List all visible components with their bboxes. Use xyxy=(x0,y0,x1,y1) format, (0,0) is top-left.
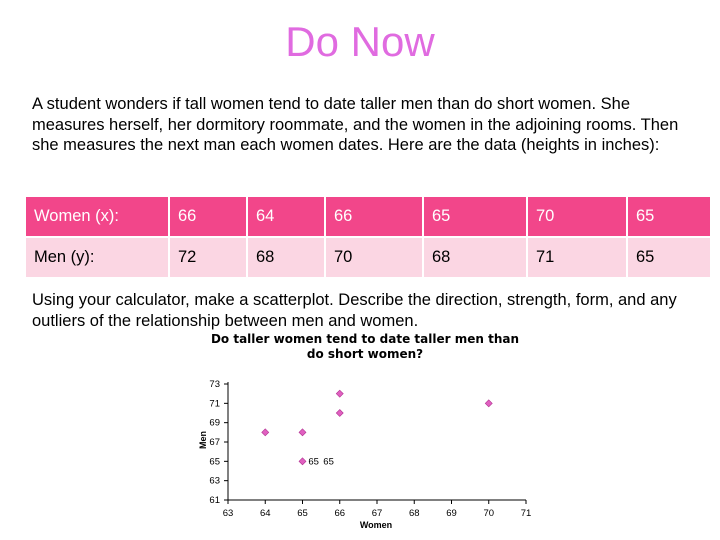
row-label: Women (x): xyxy=(24,195,170,238)
y-tick-label: 63 xyxy=(209,476,220,487)
y-axis-label: Men xyxy=(198,431,208,449)
data-point xyxy=(335,389,344,398)
annotation-label: 65 xyxy=(308,456,319,467)
chart-title: Do taller women tend to date taller men … xyxy=(210,332,520,361)
y-tick-label: 71 xyxy=(209,398,220,409)
question-text: Using your calculator, make a scatterplo… xyxy=(32,291,677,330)
problem-statement: A student wonders if tall women tend to … xyxy=(32,95,679,154)
data-table: Women (x): 66 64 66 65 70 65 Men (y): 72… xyxy=(24,195,712,279)
data-point xyxy=(335,409,344,417)
data-points xyxy=(261,389,493,466)
x-axis-label: Women xyxy=(360,520,392,530)
x-tick-label: 71 xyxy=(521,508,532,519)
y-tick-label: 69 xyxy=(209,418,220,429)
x-tick-label: 65 xyxy=(297,508,308,519)
table-cell: 70 xyxy=(526,195,628,238)
row-label: Men (y): xyxy=(24,236,170,279)
data-point xyxy=(298,428,307,437)
table-cell: 66 xyxy=(168,195,248,238)
table-row: Men (y): 72 68 70 68 71 65 xyxy=(24,236,712,279)
point-annotations: 65 65 xyxy=(308,456,333,467)
x-tick-label: 70 xyxy=(483,508,494,519)
table-row: Women (x): 66 64 66 65 70 65 xyxy=(24,195,712,238)
data-point xyxy=(484,399,493,408)
data-point xyxy=(261,428,270,437)
y-tick-label: 73 xyxy=(209,379,220,390)
slide-title: Do Now xyxy=(285,18,435,65)
table-cell: 66 xyxy=(324,195,424,238)
table-cell: 72 xyxy=(168,236,248,279)
table-cell: 68 xyxy=(246,236,326,279)
x-tick-label: 64 xyxy=(260,508,271,519)
data-point xyxy=(298,457,307,466)
plot-axes xyxy=(224,382,527,504)
y-tick-label: 61 xyxy=(209,495,220,506)
table-cell: 65 xyxy=(626,195,712,238)
table-cell: 71 xyxy=(526,236,628,279)
x-tick-label: 68 xyxy=(409,508,420,519)
x-tick-label: 67 xyxy=(372,508,383,519)
table-cell: 65 xyxy=(422,195,528,238)
x-tick-label: 63 xyxy=(223,508,234,519)
table-cell: 65 xyxy=(626,236,712,279)
annotation-label: 65 xyxy=(323,456,334,467)
table-cell: 64 xyxy=(246,195,326,238)
y-tick-label: 67 xyxy=(209,437,220,448)
table-cell: 70 xyxy=(324,236,424,279)
x-tick-label: 69 xyxy=(446,508,457,519)
table-cell: 68 xyxy=(422,236,528,279)
y-tick-label: 65 xyxy=(209,456,220,467)
x-tick-label: 66 xyxy=(334,508,345,519)
